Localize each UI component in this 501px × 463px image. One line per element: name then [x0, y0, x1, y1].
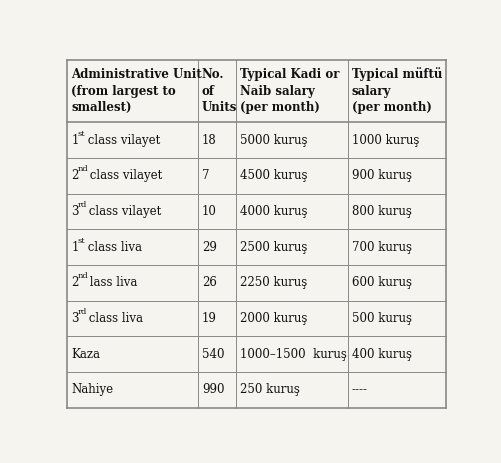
Text: Kaza: Kaza	[71, 348, 100, 361]
Text: Nahiye: Nahiye	[71, 383, 113, 396]
Text: 29: 29	[202, 241, 217, 254]
Text: 10: 10	[202, 205, 217, 218]
Text: 2500 kuruş: 2500 kuruş	[240, 241, 307, 254]
Text: class vilayet: class vilayet	[85, 205, 162, 218]
Text: 26: 26	[202, 276, 217, 289]
Text: 990: 990	[202, 383, 224, 396]
Text: No.
of
Units: No. of Units	[202, 68, 237, 114]
Text: 3: 3	[71, 312, 79, 325]
Text: lass liva: lass liva	[86, 276, 138, 289]
Text: st: st	[78, 130, 85, 138]
Text: 2: 2	[71, 276, 79, 289]
Text: 600 kuruş: 600 kuruş	[352, 276, 412, 289]
Text: 5000 kuruş: 5000 kuruş	[240, 133, 307, 147]
Text: class liva: class liva	[84, 241, 142, 254]
Text: 18: 18	[202, 133, 216, 147]
Text: Administrative Unit
(from largest to
smallest): Administrative Unit (from largest to sma…	[71, 68, 202, 114]
Text: 1: 1	[71, 241, 79, 254]
Text: class vilayet: class vilayet	[84, 133, 160, 147]
Text: 19: 19	[202, 312, 217, 325]
Text: st: st	[78, 237, 85, 245]
Text: 3: 3	[71, 205, 79, 218]
Text: 1: 1	[71, 133, 79, 147]
Text: 1000–1500  kuruş: 1000–1500 kuruş	[240, 348, 347, 361]
Text: 400 kuruş: 400 kuruş	[352, 348, 412, 361]
Text: 2: 2	[71, 169, 79, 182]
Text: 900 kuruş: 900 kuruş	[352, 169, 412, 182]
Text: 2000 kuruş: 2000 kuruş	[240, 312, 307, 325]
Text: 4500 kuruş: 4500 kuruş	[240, 169, 307, 182]
Text: 4000 kuruş: 4000 kuruş	[240, 205, 307, 218]
Text: class vilayet: class vilayet	[86, 169, 163, 182]
Text: 7: 7	[202, 169, 209, 182]
Text: 540: 540	[202, 348, 224, 361]
Text: nd: nd	[78, 165, 88, 173]
Text: Typical müftü
salary
(per month): Typical müftü salary (per month)	[352, 68, 442, 114]
Text: 700 kuruş: 700 kuruş	[352, 241, 412, 254]
Text: 2250 kuruş: 2250 kuruş	[240, 276, 307, 289]
Text: class liva: class liva	[85, 312, 143, 325]
Text: rd: rd	[78, 201, 87, 209]
Text: 1000 kuruş: 1000 kuruş	[352, 133, 419, 147]
Text: nd: nd	[78, 272, 88, 281]
Text: rd: rd	[78, 308, 87, 316]
Text: Typical Kadi or
Naib salary
(per month): Typical Kadi or Naib salary (per month)	[240, 68, 339, 114]
Text: ----: ----	[352, 383, 368, 396]
Text: 800 kuruş: 800 kuruş	[352, 205, 411, 218]
Text: 500 kuruş: 500 kuruş	[352, 312, 412, 325]
Text: 250 kuruş: 250 kuruş	[240, 383, 300, 396]
